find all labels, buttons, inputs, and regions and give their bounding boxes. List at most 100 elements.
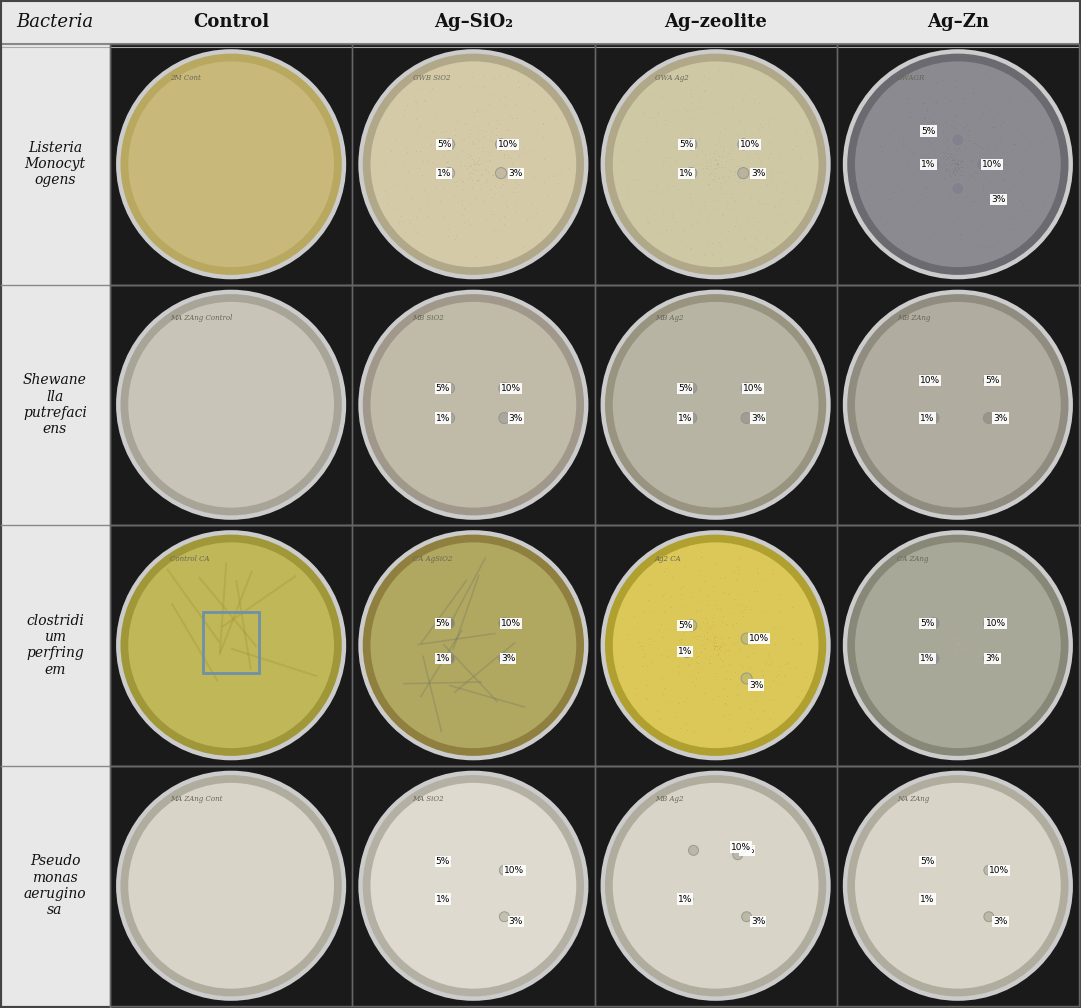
Point bbox=[478, 173, 495, 190]
Text: 3%: 3% bbox=[986, 654, 1000, 663]
Text: 5%: 5% bbox=[740, 846, 755, 855]
Point bbox=[973, 156, 990, 172]
Point bbox=[996, 645, 1013, 661]
Point bbox=[894, 234, 911, 250]
Point bbox=[987, 142, 1004, 158]
Point bbox=[937, 629, 955, 645]
Point bbox=[937, 151, 955, 167]
Point bbox=[939, 626, 957, 642]
Point bbox=[930, 656, 947, 672]
Text: 10%: 10% bbox=[501, 384, 521, 393]
Circle shape bbox=[363, 53, 584, 275]
Point bbox=[985, 573, 1002, 589]
Point bbox=[722, 188, 739, 205]
Point bbox=[774, 184, 791, 201]
Point bbox=[983, 585, 1000, 601]
Point bbox=[992, 133, 1010, 149]
Point bbox=[713, 89, 731, 105]
Point bbox=[435, 172, 452, 188]
Point bbox=[944, 112, 961, 128]
Circle shape bbox=[129, 542, 334, 748]
Point bbox=[964, 223, 982, 239]
Point bbox=[924, 114, 942, 130]
Point bbox=[691, 131, 708, 147]
Point bbox=[470, 156, 488, 172]
Point bbox=[957, 628, 974, 644]
Point bbox=[659, 113, 677, 129]
Point bbox=[507, 194, 524, 210]
Point bbox=[873, 653, 891, 669]
Point bbox=[698, 615, 716, 631]
Point bbox=[927, 666, 945, 682]
Point bbox=[739, 148, 757, 164]
Point bbox=[742, 638, 759, 654]
Circle shape bbox=[495, 139, 507, 150]
Point bbox=[721, 671, 738, 687]
Point bbox=[706, 632, 723, 648]
Point bbox=[930, 185, 947, 202]
Point bbox=[638, 689, 655, 706]
Point bbox=[909, 671, 926, 687]
Point bbox=[639, 676, 656, 692]
Point bbox=[948, 173, 965, 190]
Point bbox=[439, 153, 456, 169]
Point bbox=[534, 116, 551, 132]
Point bbox=[629, 143, 646, 159]
Point bbox=[728, 558, 745, 575]
Point bbox=[872, 158, 890, 174]
Point bbox=[467, 162, 484, 178]
Point bbox=[970, 100, 987, 116]
Point bbox=[448, 227, 465, 243]
Point bbox=[1028, 169, 1045, 185]
Circle shape bbox=[927, 158, 939, 170]
Point bbox=[959, 690, 976, 707]
Point bbox=[881, 643, 898, 659]
Point bbox=[760, 150, 777, 166]
Point bbox=[964, 115, 982, 131]
Point bbox=[680, 160, 697, 176]
Point bbox=[713, 634, 731, 650]
Point bbox=[672, 634, 690, 650]
Point bbox=[961, 633, 978, 649]
Point bbox=[705, 649, 722, 665]
Point bbox=[1001, 154, 1018, 170]
Point bbox=[776, 213, 793, 229]
Point bbox=[720, 630, 737, 646]
Point bbox=[983, 714, 1000, 730]
Point bbox=[681, 190, 698, 206]
Point bbox=[696, 83, 713, 99]
Point bbox=[946, 161, 963, 177]
Point bbox=[990, 584, 1007, 600]
Point bbox=[686, 170, 704, 186]
Point bbox=[715, 167, 732, 183]
Bar bbox=[352, 284, 595, 525]
Point bbox=[683, 121, 700, 137]
Point bbox=[924, 624, 942, 640]
Point bbox=[491, 179, 508, 196]
Point bbox=[483, 188, 501, 205]
Point bbox=[655, 680, 672, 697]
Point bbox=[939, 575, 957, 591]
Text: 10%: 10% bbox=[740, 140, 760, 149]
Point bbox=[398, 144, 415, 160]
Point bbox=[926, 105, 944, 121]
Point bbox=[913, 614, 931, 630]
Point bbox=[497, 193, 515, 209]
Point bbox=[739, 214, 757, 230]
Point bbox=[466, 191, 483, 207]
Point bbox=[898, 92, 916, 108]
Point bbox=[662, 723, 679, 739]
Point bbox=[752, 196, 770, 212]
Point bbox=[469, 125, 486, 141]
Point bbox=[949, 154, 966, 170]
Point bbox=[972, 640, 989, 656]
Point bbox=[971, 664, 988, 680]
Point bbox=[445, 187, 463, 204]
Point bbox=[955, 119, 972, 135]
Point bbox=[1017, 164, 1035, 180]
Point bbox=[900, 681, 918, 698]
Point bbox=[670, 664, 688, 680]
Point bbox=[943, 590, 960, 606]
Circle shape bbox=[129, 301, 334, 508]
Point bbox=[993, 642, 1011, 658]
